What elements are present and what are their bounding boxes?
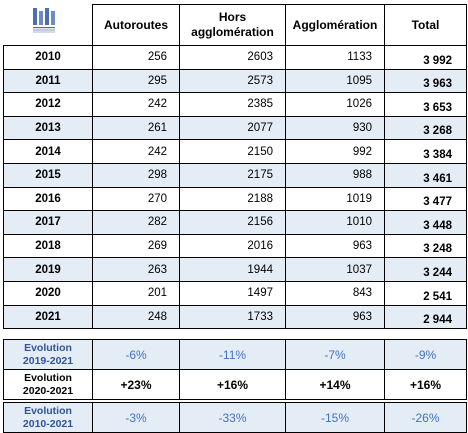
header-hors-agglomeration: Hors agglomération [179, 4, 286, 46]
evolution-autoroutes: -3% [92, 402, 180, 433]
year-row: 2021 248 1733 963 2 944 [3, 304, 467, 330]
autoroutes-cell: 248 [92, 304, 180, 330]
autoroutes-cell: 201 [92, 280, 180, 306]
year-row: 2014 242 2150 992 3 384 [3, 139, 467, 164]
agglomeration-cell: 988 [285, 162, 385, 188]
autoroutes-cell: 261 [92, 115, 180, 141]
autoroutes-cell: 263 [92, 257, 180, 282]
autoroutes-cell: 242 [92, 92, 180, 117]
hors-agglomeration-cell: 2175 [179, 162, 286, 188]
autoroutes-cell: 295 [92, 68, 180, 94]
autoroutes-cell: 270 [92, 186, 180, 212]
total-cell: 3 992 [384, 45, 467, 70]
evolution-autoroutes: +23% [92, 369, 180, 400]
header-agglomeration: Agglomération [285, 4, 385, 46]
year-cell: 2011 [3, 68, 93, 94]
year-row: 2011 295 2573 1095 3 963 [3, 68, 467, 94]
year-row: 2020 201 1497 843 2 541 [3, 280, 467, 306]
year-row: 2016 270 2188 1019 3 477 [3, 186, 467, 212]
autoroutes-cell: 242 [92, 139, 180, 164]
agglomeration-cell: 1095 [285, 68, 385, 94]
evolution-label: Evolution 2020-2021 [3, 369, 93, 400]
hors-agglomeration-cell: 2385 [179, 92, 286, 117]
autoroutes-cell: 269 [92, 233, 180, 259]
agglomeration-cell: 1133 [285, 45, 385, 70]
total-cell: 2 541 [384, 280, 467, 306]
year-cell: 2010 [3, 45, 93, 70]
agglomeration-cell: 843 [285, 280, 385, 306]
year-row: 2019 263 1944 1037 3 244 [3, 257, 467, 282]
road-deaths-table: Autoroutes Hors agglomération Agglomérati… [3, 4, 467, 330]
total-cell: 3 477 [384, 186, 467, 212]
evolution-total: +16% [384, 369, 467, 400]
evolution-hors-agglomeration: -11% [179, 339, 286, 370]
year-cell: 2012 [3, 92, 93, 117]
hors-agglomeration-cell: 1944 [179, 257, 286, 282]
total-cell: 2 944 [384, 304, 467, 330]
total-cell: 3 653 [384, 92, 467, 117]
agglomeration-cell: 992 [285, 139, 385, 164]
year-cell: 2019 [3, 257, 93, 282]
total-cell: 3 963 [384, 68, 467, 94]
total-cell: 3 248 [384, 233, 467, 259]
year-cell: 2021 [3, 304, 93, 330]
year-row: 2013 261 2077 930 3 268 [3, 115, 467, 141]
corner-cell [3, 4, 93, 46]
evolution-autoroutes: -6% [92, 339, 180, 370]
agglomeration-cell: 963 [285, 304, 385, 330]
header-row: Autoroutes Hors agglomération Agglomérati… [3, 4, 467, 46]
total-cell: 3 384 [384, 139, 467, 164]
total-cell: 3 244 [384, 257, 467, 282]
year-row: 2018 269 2016 963 3 248 [3, 233, 467, 259]
hors-agglomeration-cell: 2077 [179, 115, 286, 141]
year-cell: 2020 [3, 280, 93, 306]
year-cell: 2016 [3, 186, 93, 212]
hors-agglomeration-cell: 2603 [179, 45, 286, 70]
hors-agglomeration-cell: 2156 [179, 210, 286, 235]
evolution-label: Evolution 2010-2021 [3, 402, 93, 433]
agglomeration-cell: 963 [285, 233, 385, 259]
hors-agglomeration-cell: 2150 [179, 139, 286, 164]
hors-agglomeration-cell: 1497 [179, 280, 286, 306]
evolution-row-2019-2021: Evolution 2019-2021 -6% -11% -7% -9% [3, 339, 467, 370]
autoroutes-cell: 256 [92, 45, 180, 70]
evolution-total: -26% [384, 402, 467, 433]
agglomeration-cell: 930 [285, 115, 385, 141]
evolution-label: Evolution 2019-2021 [3, 339, 93, 370]
evolution-hors-agglomeration: -33% [179, 402, 286, 433]
hors-agglomeration-cell: 2573 [179, 68, 286, 94]
year-cell: 2018 [3, 233, 93, 259]
year-cell: 2017 [3, 210, 93, 235]
agglomeration-cell: 1026 [285, 92, 385, 117]
evolution-agglomeration: -7% [285, 339, 385, 370]
total-cell: 3 268 [384, 115, 467, 141]
year-row: 2012 242 2385 1026 3 653 [3, 92, 467, 117]
hors-agglomeration-cell: 2016 [179, 233, 286, 259]
total-cell: 3 461 [384, 162, 467, 188]
total-cell: 3 448 [384, 210, 467, 235]
hors-agglomeration-cell: 1733 [179, 304, 286, 330]
autoroutes-cell: 282 [92, 210, 180, 235]
hors-agglomeration-cell: 2188 [179, 186, 286, 212]
evolution-row-2010-2021: Evolution 2010-2021 -3% -33% -15% -26% [3, 402, 467, 433]
evolution-agglomeration: -15% [285, 402, 385, 433]
header-total: Total [384, 4, 467, 46]
evolution-row-2020-2021: Evolution 2020-2021 +23% +16% +14% +16% [3, 369, 467, 400]
agglomeration-cell: 1010 [285, 210, 385, 235]
evolution-table-long: Evolution 2010-2021 -3% -33% -15% -26% [3, 402, 467, 433]
evolution-hors-agglomeration: +16% [179, 369, 286, 400]
year-cell: 2013 [3, 115, 93, 141]
agglomeration-cell: 1037 [285, 257, 385, 282]
year-cell: 2015 [3, 162, 93, 188]
year-row: 2015 298 2175 988 3 461 [3, 162, 467, 188]
autoroutes-cell: 298 [92, 162, 180, 188]
year-row: 2017 282 2156 1010 3 448 [3, 210, 467, 235]
year-row: 2010 256 2603 1133 3 992 [3, 45, 467, 70]
year-cell: 2014 [3, 139, 93, 164]
evolution-agglomeration: +14% [285, 369, 385, 400]
agglomeration-cell: 1019 [285, 186, 385, 212]
evolution-table-recent: Evolution 2019-2021 -6% -11% -7% -9% Evol… [3, 339, 467, 400]
evolution-total: -9% [384, 339, 467, 370]
header-autoroutes: Autoroutes [92, 4, 180, 46]
